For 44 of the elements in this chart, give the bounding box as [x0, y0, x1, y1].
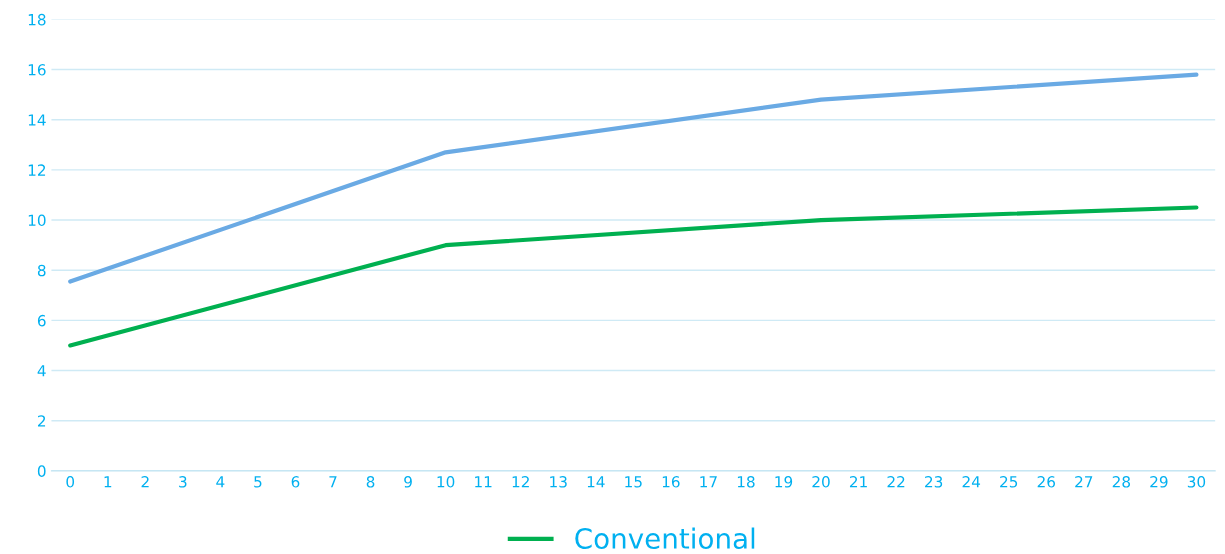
x-tick-label: 13: [550, 476, 567, 488]
x-tick-label: 4: [216, 476, 225, 488]
x-tick-label: 24: [962, 476, 981, 488]
x-tick-label: 11: [475, 476, 492, 488]
line-series: [68, 72, 1199, 284]
x-tick-label: 3: [179, 476, 187, 488]
x-tick-label: 17: [700, 476, 717, 488]
x-tick-label: 16: [662, 476, 680, 488]
y-tick-label: 10: [28, 214, 46, 227]
x-tick-label: 6: [291, 476, 300, 488]
x-tick-label: 21: [849, 476, 867, 488]
y-tick-label: 12: [28, 164, 46, 176]
x-tick-label: 20: [812, 476, 830, 488]
x-tick-label: 0: [66, 476, 75, 488]
y-tick-label: 4: [37, 365, 46, 377]
x-tick-label: 9: [404, 476, 412, 488]
x-tick-label: 19: [775, 476, 793, 488]
x-tick-label: 26: [1037, 476, 1056, 488]
x-tick-label: 28: [1112, 476, 1131, 488]
x-tick-label: 5: [254, 476, 262, 488]
legend-label: Conventional: [575, 527, 755, 550]
y-tick-label: 18: [28, 13, 46, 26]
x-tick-label: 7: [329, 476, 337, 488]
x-tick-label: 8: [366, 476, 375, 488]
line-series: [68, 205, 1199, 348]
y-tick-label: 14: [28, 114, 46, 126]
x-tick-label: 22: [887, 476, 905, 488]
x-tick-label: 1: [104, 476, 112, 488]
x-tick-label: 30: [1187, 476, 1206, 488]
x-tick-label: 25: [1000, 476, 1018, 488]
y-tick-label: 6: [37, 314, 46, 327]
x-tick-label: 18: [737, 476, 755, 488]
x-tick-label: 12: [512, 476, 529, 488]
x-tick-label: 29: [1150, 476, 1168, 488]
x-tick-label: 27: [1075, 476, 1093, 488]
x-tick-label: 14: [587, 476, 605, 488]
y-tick-label: 16: [28, 64, 46, 76]
y-tick-label: 2: [37, 415, 46, 427]
x-tick-label: 23: [925, 476, 943, 488]
x-tick-label: 15: [625, 476, 642, 488]
y-tick-label: 8: [37, 264, 46, 277]
y-tick-label: 0: [37, 465, 46, 477]
x-tick-label: 2: [141, 476, 149, 488]
x-tick-label: 10: [437, 476, 455, 488]
